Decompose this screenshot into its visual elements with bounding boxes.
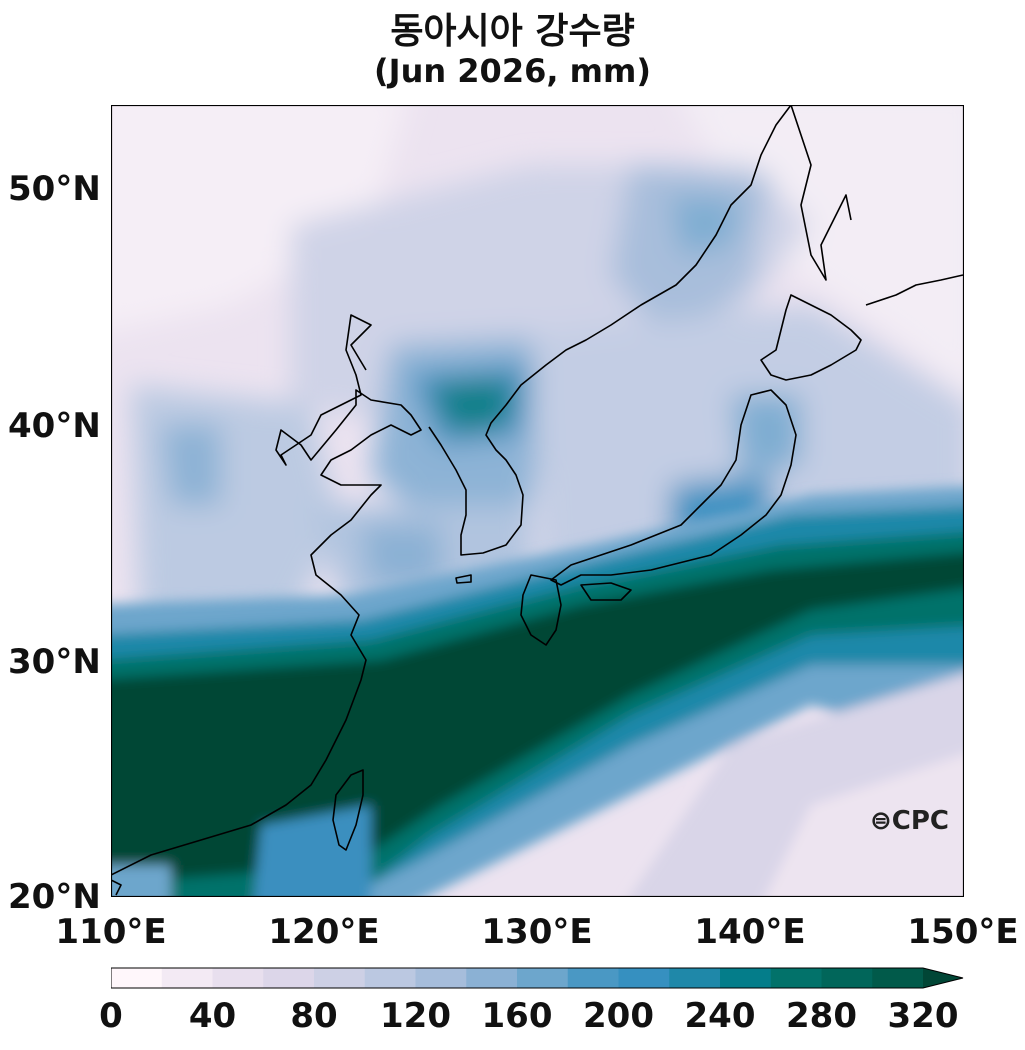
coastline [111,105,964,896]
colorbar-bin [669,968,721,988]
colorbar-bin [618,968,670,988]
colorbar [111,967,964,989]
colorbar-bin [161,968,213,988]
lat-tick-50: 50°N [8,169,101,209]
colorbar-tick-label: 120 [380,996,451,1036]
noaa-cpc-logo-icon: ⊜ [870,806,892,836]
map-frame [111,105,964,897]
colorbar-extend-arrow [923,968,963,988]
map-canvas [111,105,964,897]
colorbar-tick-label: 240 [684,996,756,1036]
colorbar-bin [415,968,467,988]
colorbar-bin [364,968,416,988]
colorbar-tick-label: 40 [188,996,237,1036]
lat-tick-30: 30°N [8,642,101,682]
colorbar-tick-label: 280 [786,996,857,1036]
map-subtitle: (Jun 2026, mm) [374,52,651,90]
colorbar-bin [567,968,619,988]
colorbar-bin [263,968,315,988]
lon-tick-130: 130°E [481,912,593,952]
colorbar-bin [466,968,518,988]
lon-tick-140: 140°E [694,912,806,952]
logo-text: CPC [891,806,950,836]
colorbar-tick-label: 80 [290,996,338,1036]
colorbar-bin [821,968,873,988]
lon-tick-150: 150°E [907,912,1019,952]
colorbar-bin [517,968,569,988]
colorbar-bin [314,968,366,988]
colorbar-tick-label: 200 [583,996,654,1036]
lon-tick-110: 110°E [55,912,167,952]
map-title: 동아시아 강수량 [390,11,635,52]
lat-tick-40: 40°N [8,406,101,446]
colorbar-tick-label: 160 [481,996,553,1036]
colorbar-bin [720,968,772,988]
lon-tick-120: 120°E [268,912,380,952]
precipitation-field [111,105,964,897]
cpc-logo: ⊜CPC [870,806,949,836]
colorbar-bin [212,968,264,988]
colorbar-bin [770,968,822,988]
colorbar-tick-label: 320 [887,996,959,1036]
colorbar-tick-label: 0 [99,996,123,1036]
precipitation-map [111,105,964,897]
colorbar-bin [111,968,163,988]
colorbar-bin [872,968,924,988]
lat-tick-20: 20°N [8,877,101,917]
